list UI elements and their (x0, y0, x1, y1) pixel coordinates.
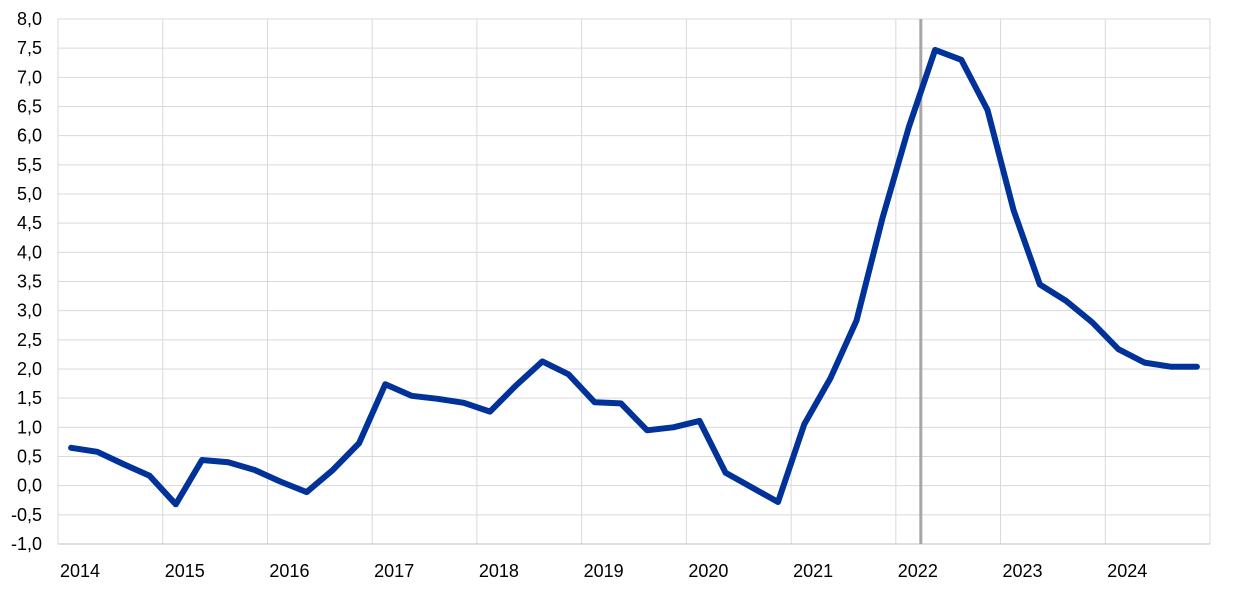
x-tick-label: 2014 (60, 561, 100, 581)
y-tick-label: 7,5 (17, 38, 42, 58)
y-tick-label: 0,5 (17, 447, 42, 467)
y-tick-label: 4,5 (17, 213, 42, 233)
x-tick-label: 2021 (793, 561, 833, 581)
x-tick-label: 2024 (1107, 561, 1147, 581)
x-tick-label: 2016 (269, 561, 309, 581)
y-tick-label: 6,5 (17, 97, 42, 117)
y-tick-label: 5,5 (17, 155, 42, 175)
y-tick-label: 8,0 (17, 9, 42, 29)
y-tick-label: 7,0 (17, 67, 42, 87)
y-tick-label: -1,0 (11, 534, 42, 554)
y-tick-label: 5,0 (17, 184, 42, 204)
y-tick-label: 3,5 (17, 272, 42, 292)
series-line (71, 50, 1197, 504)
y-tick-label: -0,5 (11, 505, 42, 525)
data-points (71, 50, 1197, 505)
x-tick-label: 2023 (1003, 561, 1043, 581)
y-tick-label: 3,0 (17, 301, 42, 321)
x-tick-label: 2018 (479, 561, 519, 581)
x-tick-label: 2020 (688, 561, 728, 581)
x-tick-label: 2022 (898, 561, 938, 581)
x-tick-label: 2015 (165, 561, 205, 581)
x-tick-label: 2019 (584, 561, 624, 581)
y-tick-label: 2,5 (17, 330, 42, 350)
y-tick-label: 6,0 (17, 126, 42, 146)
y-tick-label: 2,0 (17, 359, 42, 379)
x-tick-label: 2017 (374, 561, 414, 581)
y-tick-label: 4,0 (17, 242, 42, 262)
y-tick-label: 1,0 (17, 417, 42, 437)
y-axis: -1,0 -0,5 0,0 0,5 1,0 1,5 2,0 2,5 3,0 3,5 4,0 4,5 5,… (11, 9, 42, 554)
y-tick-label: 0,0 (17, 476, 42, 496)
x-axis: 2014 2015 2016 2017 2018 2019 2020 2021 2022 2023… (60, 561, 1147, 581)
y-tick-label: 1,5 (17, 388, 42, 408)
